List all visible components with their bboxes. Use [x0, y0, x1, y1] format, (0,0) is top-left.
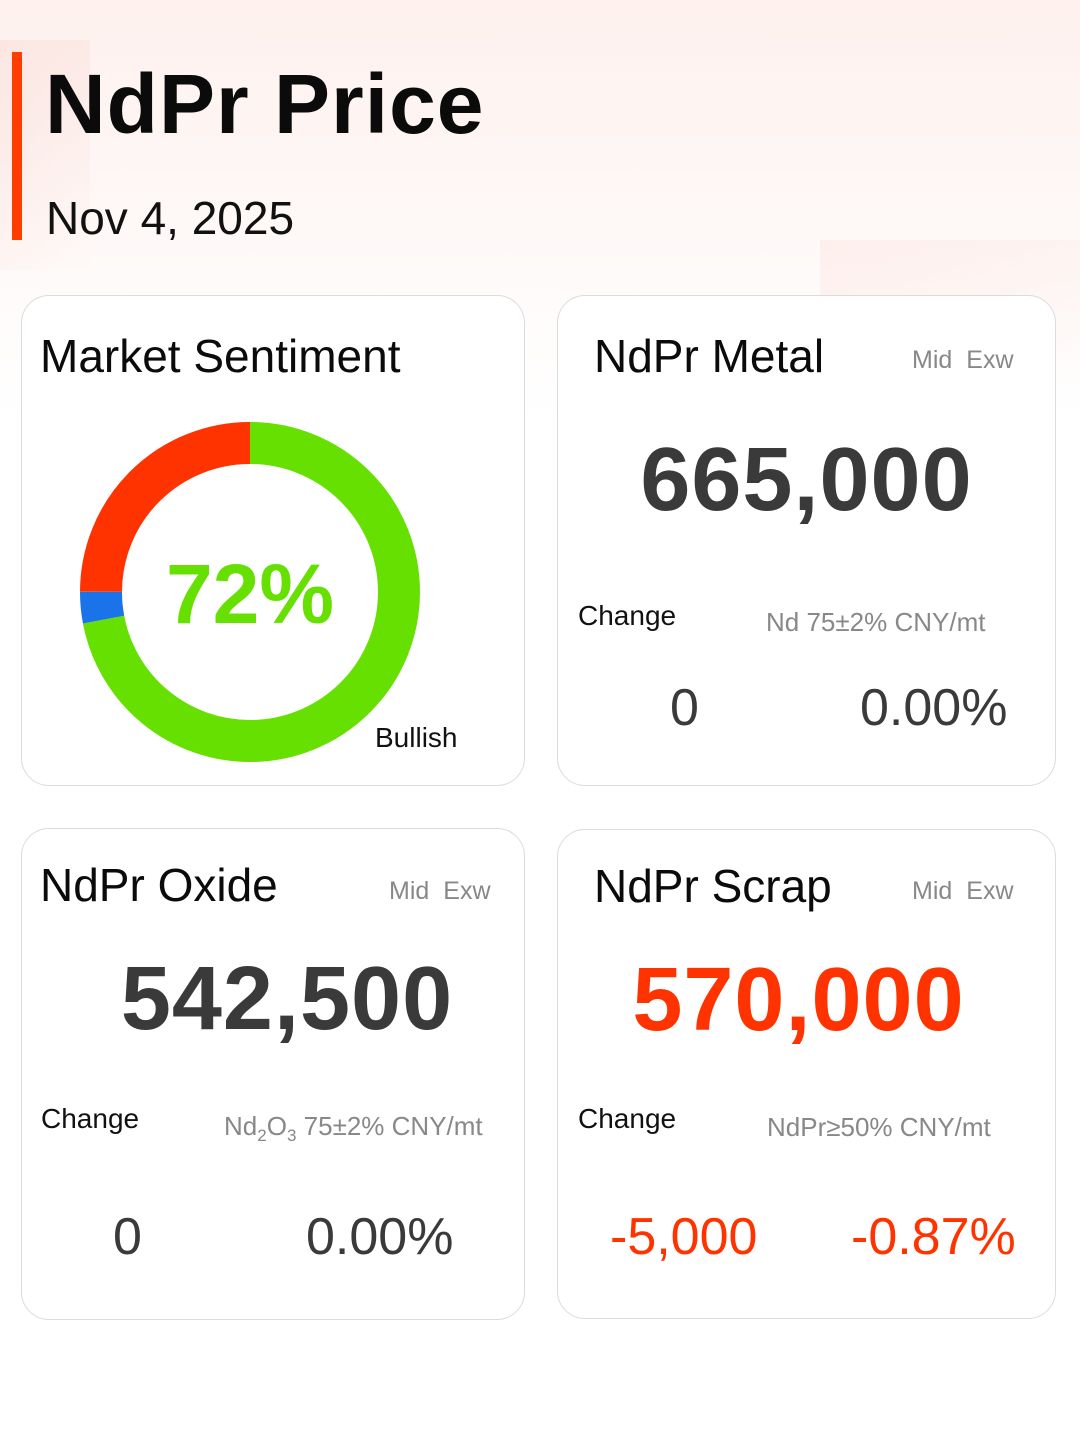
- metal-price-card[interactable]: NdPr Metal Mid Exw 665,000 Change Nd 75±2…: [557, 295, 1056, 786]
- spec-label: Nd2O3 75±2% CNY/mt: [224, 1111, 483, 1145]
- change-label: Change: [578, 600, 677, 631]
- change-label: Change: [41, 1103, 140, 1134]
- oxide-price-card[interactable]: NdPr Oxide Mid Exw 542,500 Change Nd2O3 7…: [21, 828, 525, 1320]
- tag-exw: Exw: [966, 877, 1014, 905]
- tag-exw: Exw: [443, 877, 491, 905]
- price-tags: Mid Exw: [389, 877, 491, 906]
- change-absolute: 0: [670, 679, 699, 737]
- bearish-segment: [80, 422, 420, 762]
- card-title: NdPr Scrap: [594, 860, 832, 912]
- page-date: Nov 4, 2025: [46, 192, 295, 244]
- card-title: NdPr Metal: [594, 330, 825, 382]
- title-accent-bar: [12, 52, 22, 240]
- tag-exw: Exw: [966, 346, 1014, 374]
- change-percent: 0.00%: [306, 1208, 454, 1266]
- price-value: 570,000: [632, 950, 965, 1050]
- tag-mid: Mid: [389, 877, 430, 905]
- price-tags: Mid Exw: [912, 346, 1014, 375]
- change-label: Change: [578, 1103, 677, 1134]
- sentiment-donut-gauge: [80, 422, 420, 762]
- change-absolute: 0: [113, 1208, 142, 1266]
- price-value: 665,000: [640, 430, 973, 530]
- tag-mid: Mid: [912, 877, 953, 905]
- change-absolute: -5,000: [610, 1208, 758, 1266]
- change-percent: -0.87%: [851, 1208, 1016, 1266]
- card-title: Market Sentiment: [40, 330, 401, 382]
- sentiment-percent: 72%: [165, 547, 335, 641]
- price-value: 542,500: [120, 949, 454, 1049]
- sentiment-card[interactable]: Market Sentiment 72% Bullish: [21, 295, 525, 786]
- spec-label: Nd 75±2% CNY/mt: [766, 607, 986, 637]
- neutral-segment: [80, 422, 420, 762]
- price-tags: Mid Exw: [912, 877, 1014, 906]
- spec-label: NdPr≥50% CNY/mt: [767, 1112, 991, 1142]
- page-title: NdPr Price: [45, 57, 485, 151]
- scrap-price-card[interactable]: NdPr Scrap Mid Exw 570,000 Change NdPr≥50…: [557, 829, 1056, 1319]
- tag-mid: Mid: [912, 346, 953, 374]
- change-percent: 0.00%: [860, 679, 1008, 737]
- card-title: NdPr Oxide: [40, 859, 278, 911]
- sentiment-state-label: Bullish: [375, 722, 458, 753]
